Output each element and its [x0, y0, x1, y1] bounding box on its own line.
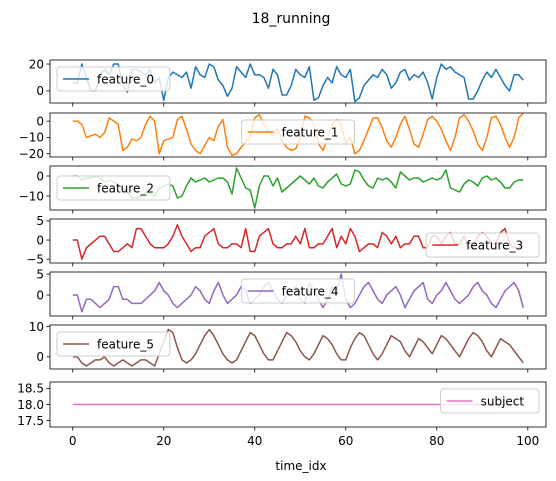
axes-frame — [49, 218, 547, 264]
legend-feature-1: feature_1 — [241, 119, 355, 145]
legend-feature-4: feature_4 — [241, 278, 355, 304]
y-tick-label: 20 — [29, 57, 44, 71]
legend-label: subject — [481, 394, 525, 408]
panel-feature-0: 0 20 feature_0 — [29, 57, 547, 107]
axes-frame — [49, 324, 547, 370]
y-tick-label: 10 — [29, 320, 44, 334]
axes-frame — [49, 112, 547, 158]
legend-label: feature_4 — [282, 284, 339, 298]
x-tick-label: 100 — [516, 434, 539, 448]
panels: 0 20 feature_0 0 −10 −20 feature_1 0 −10 feature_… — [17, 57, 547, 448]
y-tick-label: 18.0 — [17, 398, 44, 412]
panel-feature-5: 10 0 feature_5 — [29, 320, 547, 373]
y-tick-label: 0 — [36, 288, 44, 302]
x-tick-label: 0 — [69, 434, 77, 448]
legend-label: feature_3 — [466, 238, 523, 252]
legend-feature-5: feature_5 — [56, 331, 171, 357]
y-tick-label: −10 — [19, 189, 44, 203]
legend-frame — [425, 232, 540, 258]
axes-frame — [49, 271, 547, 317]
y-tick-label: 0 — [36, 350, 44, 364]
x-tick-label: 40 — [247, 434, 262, 448]
y-tick-label: −10 — [19, 131, 44, 145]
panel-subject: 18.5 18.0 17.5 0 20 40 60 80 100 subject — [17, 381, 547, 448]
x-tick-label: 20 — [156, 434, 171, 448]
y-tick-label: 18.5 — [17, 382, 44, 396]
legend-frame — [241, 278, 355, 304]
y-tick-label: −5 — [26, 252, 44, 266]
panel-feature-4: 5 0 feature_4 — [36, 267, 547, 320]
legend-subject: subject — [440, 388, 540, 414]
x-axis-label: time_idx — [275, 459, 326, 473]
y-tick-label: −20 — [19, 147, 44, 161]
legend-frame — [241, 119, 355, 145]
x-tick-label: 60 — [338, 434, 353, 448]
legend-frame — [56, 331, 171, 357]
legend-label: feature_2 — [97, 181, 154, 195]
axes-frame — [49, 59, 547, 104]
y-tick-label: 17.5 — [17, 414, 44, 428]
y-tick-label: 5 — [36, 214, 44, 228]
panel-feature-3: 5 0 −5 feature_3 — [26, 214, 547, 267]
y-tick-label: 0 — [36, 233, 44, 247]
legend-feature-2: feature_2 — [56, 175, 171, 201]
legend-frame — [56, 175, 171, 201]
series-line-feature-5 — [72, 328, 524, 367]
axes-frame — [49, 165, 547, 211]
legend-frame — [56, 66, 171, 92]
legend-label: feature_0 — [97, 72, 154, 86]
y-tick-label: 0 — [36, 84, 44, 98]
x-tick-label: 80 — [429, 434, 444, 448]
legend-feature-3: feature_3 — [425, 232, 540, 258]
chart-title: 18_running — [252, 11, 331, 27]
legend-label: feature_5 — [97, 337, 154, 351]
y-tick-label: 5 — [36, 267, 44, 281]
legend-label: feature_1 — [282, 125, 339, 139]
panel-feature-2: 0 −10 feature_2 — [19, 165, 547, 214]
legend-frame — [440, 388, 540, 414]
y-tick-label: 0 — [36, 169, 44, 183]
legend-feature-0: feature_0 — [56, 66, 171, 92]
panel-feature-1: 0 −10 −20 feature_1 — [19, 112, 547, 161]
y-tick-label: 0 — [36, 114, 44, 128]
